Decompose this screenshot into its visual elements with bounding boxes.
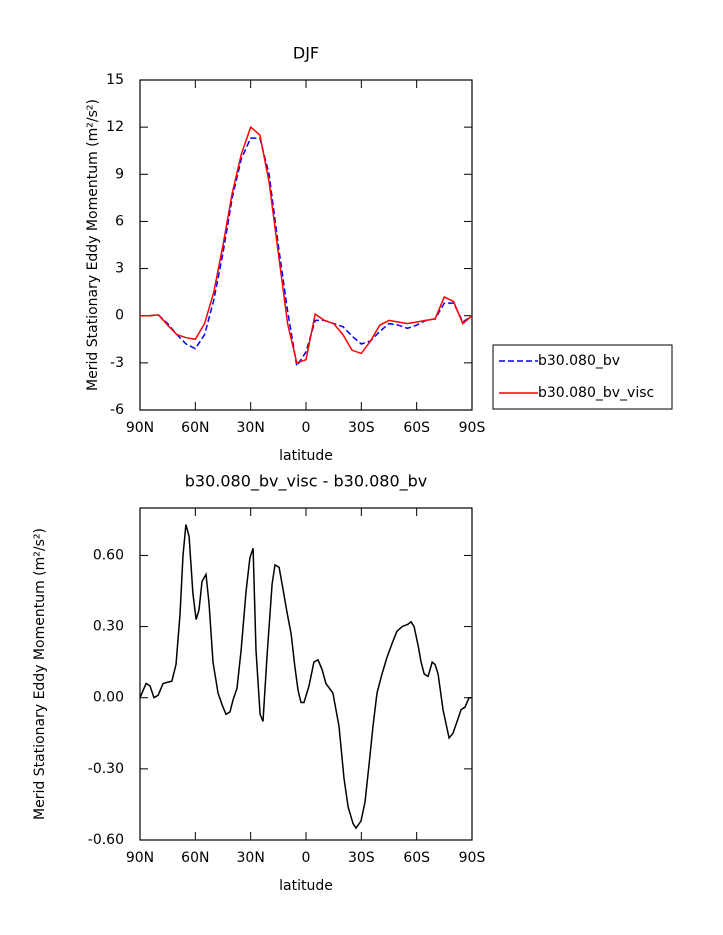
legend-label: b30.080_bv_visc <box>538 385 654 401</box>
x-tick-label: 30N <box>237 420 265 436</box>
y-axis-label: Merid Stationary Eddy Momentum (m²/s²) <box>32 528 48 820</box>
x-tick-label: 30S <box>348 850 375 866</box>
y-tick-label: 12 <box>106 119 124 135</box>
y-tick-label: -0.30 <box>88 761 124 777</box>
x-tick-label: 30S <box>348 420 375 436</box>
y-tick-label: 3 <box>115 261 124 277</box>
y-tick-label: 0.00 <box>93 690 124 706</box>
chart-title: DJF <box>293 44 319 63</box>
chart-title: b30.080_bv_visc - b30.080_bv <box>185 472 428 492</box>
y-tick-label: 6 <box>115 213 124 229</box>
y-tick-label: -6 <box>110 402 124 418</box>
x-tick-label: 60S <box>403 850 430 866</box>
y-axis-label: Merid Stationary Eddy Momentum (m²/s²) <box>85 99 101 391</box>
x-tick-label: 90S <box>459 850 486 866</box>
x-tick-label: 30N <box>237 850 265 866</box>
plot-frame <box>139 79 473 411</box>
x-tick-label: 60N <box>181 850 209 866</box>
x-tick-label: 90N <box>126 420 154 436</box>
y-tick-label: 9 <box>115 166 124 182</box>
legend-label: b30.080_bv <box>538 353 620 369</box>
x-tick-label: 0 <box>302 420 311 436</box>
x-tick-label: 60N <box>181 420 209 436</box>
data-line <box>140 137 473 369</box>
y-tick-label: 15 <box>106 72 124 88</box>
x-tick-label: 90S <box>459 420 486 436</box>
x-tick-label: 0 <box>302 850 311 866</box>
x-axis-label: latitude <box>279 448 333 464</box>
x-tick-label: 90N <box>126 850 154 866</box>
y-tick-label: -3 <box>110 355 124 371</box>
x-axis-label: latitude <box>279 878 333 894</box>
legend-box <box>492 344 673 410</box>
y-tick-label: 0.30 <box>93 619 124 635</box>
y-tick-label: 0.60 <box>93 547 124 563</box>
y-tick-label: 0 <box>115 308 124 324</box>
y-tick-label: -0.60 <box>88 832 124 848</box>
x-tick-label: 60S <box>403 420 430 436</box>
data-line <box>140 125 473 364</box>
data-line <box>139 524 472 830</box>
